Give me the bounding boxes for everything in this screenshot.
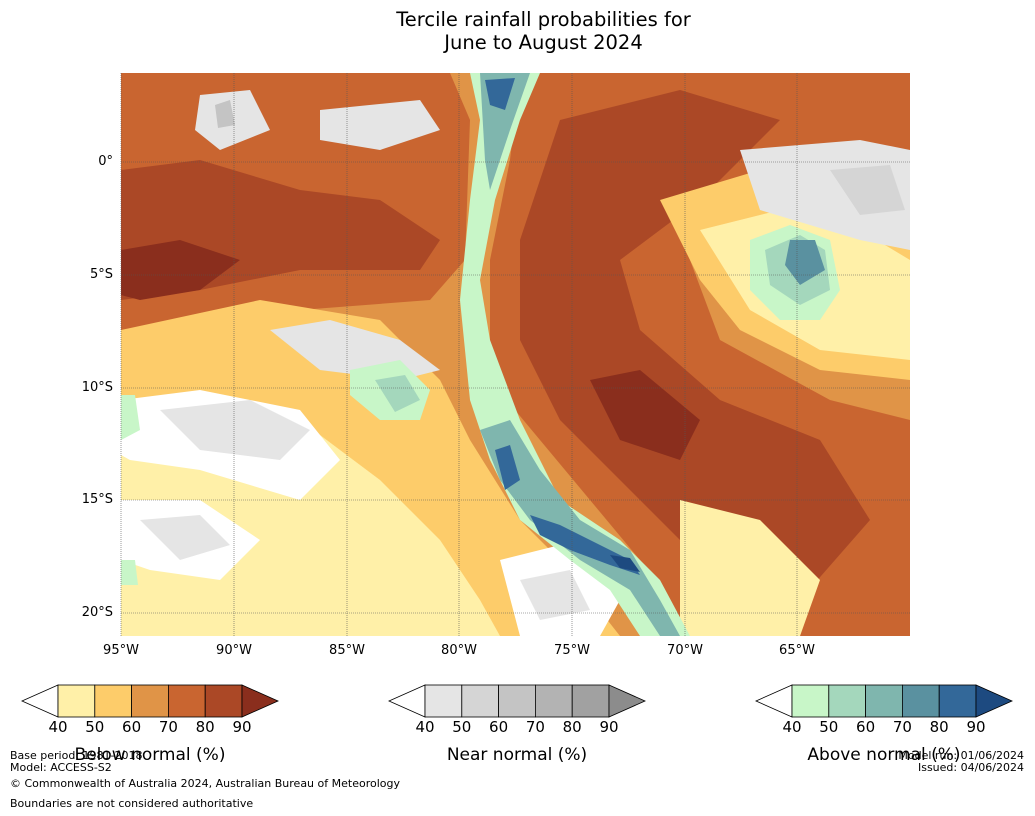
map-title-line1: Tercile rainfall probabilities for — [396, 8, 691, 31]
colorbar-max-extension — [975, 684, 1013, 718]
model-run-text: Model run: 01/06/2024 — [898, 749, 1024, 762]
east-peak-region — [590, 370, 700, 460]
colorbar-segment — [571, 684, 610, 718]
colorbar-tick-label: 50 — [819, 718, 839, 736]
issued-text: Issued: 04/06/2024 — [917, 761, 1024, 774]
colorbar-tick-label: 40 — [48, 718, 68, 736]
lat-label: 10°S — [81, 380, 113, 395]
lon-label: 85°W — [329, 643, 365, 658]
colorbar-tick-label: 90 — [232, 718, 252, 736]
colorbar-tick-label: 90 — [966, 718, 986, 736]
legend-title: Below normal (%) — [74, 745, 226, 765]
colorbar-segment — [498, 684, 536, 718]
colorbar-segment — [424, 684, 463, 718]
colorbar-segment — [131, 684, 169, 718]
colorbar-segment — [828, 684, 866, 718]
colorbar-min-extension — [21, 684, 59, 718]
above-normal-peak-south — [495, 445, 520, 490]
above-normal-peak-north — [485, 78, 515, 110]
colorbar-tick-label: 70 — [158, 718, 178, 736]
colorbar-min-extension — [755, 684, 793, 718]
above-normal-west-core — [375, 375, 420, 412]
colorbar-segment — [865, 684, 903, 718]
near-normal-core-north — [215, 100, 235, 128]
colorbar-segment — [94, 684, 133, 718]
southeast-weak-region — [680, 500, 820, 636]
map-title-line2: June to August 2024 — [444, 31, 643, 54]
colorbar-tick-label: 70 — [892, 718, 912, 736]
near-normal-patch-southwest — [140, 515, 230, 560]
above-normal-peak-southeast — [530, 515, 640, 575]
above-normal-east-core — [785, 240, 825, 285]
lon-label: 75°W — [554, 643, 590, 658]
colorbar-tick-label: 90 — [599, 718, 619, 736]
legend-title: Above normal (%) — [807, 745, 961, 765]
near-normal-patch-west — [160, 400, 310, 460]
colorbar-tick-label: 70 — [525, 718, 545, 736]
lat-label: 20°S — [81, 605, 113, 620]
east-core-region — [520, 90, 870, 600]
colorbar-max-extension — [608, 684, 646, 718]
colorbar-tick-label: 50 — [85, 718, 105, 736]
map-field — [121, 73, 910, 636]
above-normal-max-southeast — [610, 555, 640, 572]
above-normal-channel-south — [480, 420, 680, 636]
copyright-text: © Commonwealth of Australia 2024, Austra… — [10, 777, 400, 790]
colorbar-segment — [938, 684, 977, 718]
colorbar-tick-label: 50 — [452, 718, 472, 736]
above-normal-far-southwest — [121, 560, 138, 585]
colorbars — [21, 684, 1013, 718]
colorbar-tick-label: 60 — [856, 718, 876, 736]
colorbar-tick-label: 80 — [929, 718, 949, 736]
colorbar-segment — [791, 684, 830, 718]
colorbar-tick-label: 80 — [195, 718, 215, 736]
colorbar-segment — [535, 684, 573, 718]
lon-label: 95°W — [103, 643, 139, 658]
lon-label: 80°W — [441, 643, 477, 658]
colorbar-tick-label: 40 — [782, 718, 802, 736]
lat-label: 15°S — [81, 492, 113, 507]
graticule — [120, 73, 910, 636]
lon-label: 70°W — [667, 643, 703, 658]
colorbar-segment — [167, 684, 206, 718]
colorbar-segment — [204, 684, 243, 718]
model-text: Model: ACCESS-S2 — [10, 761, 112, 774]
legend-title: Near normal (%) — [446, 745, 588, 765]
lat-label: 0° — [98, 154, 113, 169]
lon-label: 65°W — [779, 643, 815, 658]
west-peak-region — [121, 240, 240, 300]
base-period-text: Base period: 1981-2018 — [10, 749, 143, 762]
near-normal-core-east — [830, 165, 905, 215]
colorbar-segment — [57, 684, 96, 718]
colorbar-min-extension — [388, 684, 426, 718]
colorbar-tick-label: 60 — [122, 718, 142, 736]
boundaries-text: Boundaries are not considered authoritat… — [10, 797, 254, 810]
map-title: Tercile rainfall probabilities for June … — [0, 8, 1035, 54]
lat-label: 5°S — [89, 267, 113, 282]
colorbar-tick-label: 40 — [415, 718, 435, 736]
near-normal-patch-south — [520, 570, 590, 620]
colorbar-tick-label: 80 — [562, 718, 582, 736]
colorbar-segment — [902, 684, 940, 718]
colorbar-segment — [461, 684, 499, 718]
lon-label: 90°W — [216, 643, 252, 658]
colorbar-tick-label: 60 — [489, 718, 509, 736]
above-normal-far-west — [121, 395, 140, 440]
near-normal-patch-north-central — [320, 100, 440, 150]
colorbar-max-extension — [241, 684, 279, 718]
